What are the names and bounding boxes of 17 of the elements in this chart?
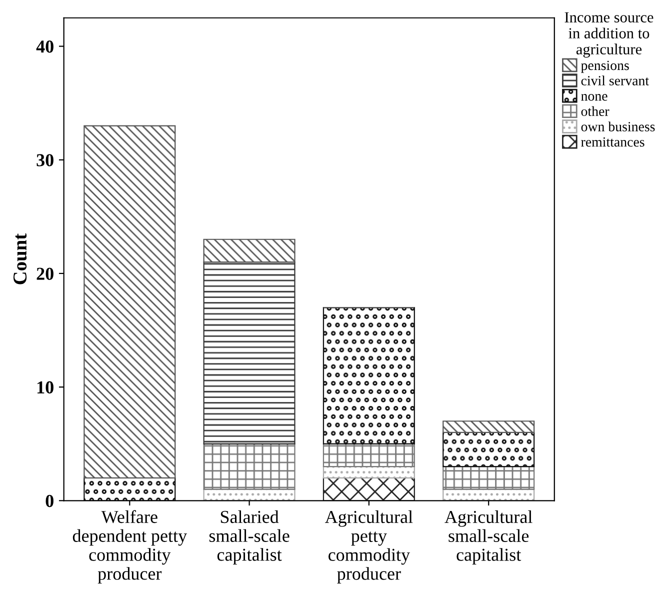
x-tick-label: Welfare dependent petty commodity producer <box>72 510 187 584</box>
y-tick-label: 40 <box>36 40 54 53</box>
x-tick-label: Agricultural petty commodity producer <box>325 510 413 584</box>
legend-label: other <box>581 106 610 116</box>
x-tick-label: Agricultural small-scale capitalist <box>444 510 532 565</box>
legend-label: own business <box>581 122 655 132</box>
legend-label: remittances <box>581 137 644 147</box>
x-tick-label: Salaried small-scale capitalist <box>209 510 290 564</box>
y-tick-label: 10 <box>38 381 54 394</box>
legend-label: none <box>581 94 608 101</box>
y-tick-label: 30 <box>36 154 54 166</box>
y-tick-label: 20 <box>36 268 54 280</box>
y-tick-label: 0 <box>46 494 54 508</box>
legend-label: civil servant <box>581 76 649 86</box>
legend-label: pensions <box>581 60 629 73</box>
y-axis-title: Count <box>13 233 27 284</box>
legend-title: Income source in addition to agriculture <box>564 12 654 58</box>
